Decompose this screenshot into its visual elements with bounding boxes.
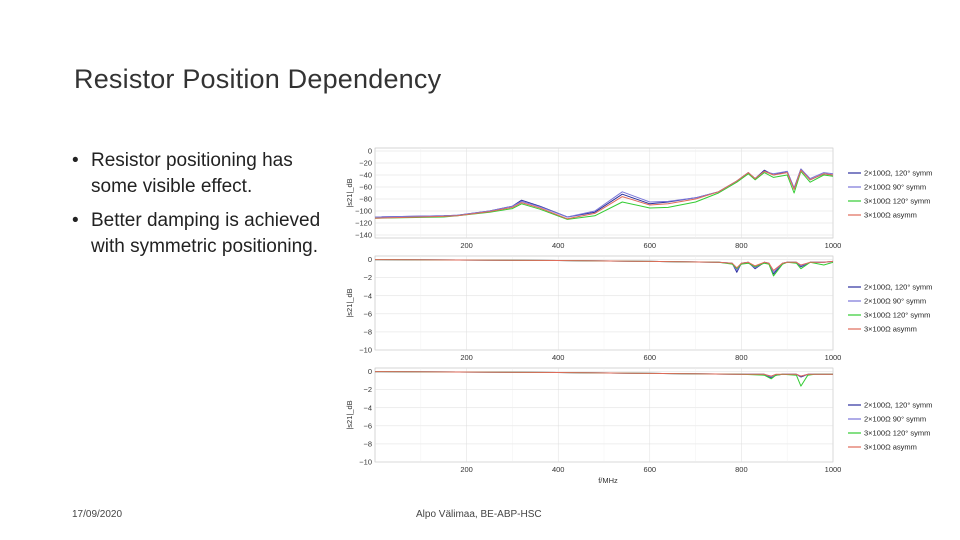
legend-label: 3×100Ω asymm [864, 325, 917, 334]
x-tick-label: 800 [735, 353, 748, 362]
x-tick-label: 600 [644, 465, 657, 474]
x-tick-label: 200 [460, 465, 473, 474]
y-tick-label: −60 [359, 183, 372, 192]
x-tick-label: 800 [735, 465, 748, 474]
x-tick-label: 600 [644, 241, 657, 250]
y-tick-label: −20 [359, 159, 372, 168]
y-axis-label: |s21|_dB [345, 400, 354, 429]
y-tick-label: −120 [355, 219, 372, 228]
legend-label: 3×100Ω asymm [864, 443, 917, 452]
x-tick-label: 1000 [825, 353, 842, 362]
footer-date: 17/09/2020 [72, 509, 123, 520]
y-tick-label: 0 [368, 367, 372, 376]
legend-label: 3×100Ω 120° symm [864, 197, 930, 206]
y-tick-label: 0 [368, 147, 372, 156]
y-tick-label: −2 [363, 385, 372, 394]
legend-label: 2×100Ω 90° symm [864, 415, 926, 424]
series-line [374, 170, 834, 220]
bullet-dot: • [72, 150, 79, 171]
y-tick-label: −140 [355, 231, 372, 240]
series-line [374, 259, 834, 271]
y-tick-label: −40 [359, 171, 372, 180]
x-tick-label: 1000 [825, 465, 842, 474]
series-line [374, 371, 833, 377]
y-tick-label: −100 [355, 207, 372, 216]
x-tick-label: 200 [460, 241, 473, 250]
x-tick-label: 400 [552, 465, 565, 474]
x-tick-label: 400 [552, 241, 565, 250]
bullet-item: • Better damping is achieved with symmet… [72, 208, 342, 260]
bullet-text: Resistor positioning has some visible ef… [91, 150, 293, 197]
slide-title: Resistor Position Dependency [74, 64, 442, 94]
y-tick-label: −8 [363, 439, 372, 448]
y-axis-label: |s21|_dB [345, 178, 354, 207]
x-tick-label: 1000 [825, 241, 842, 250]
legend-label: 3×100Ω asymm [864, 211, 917, 220]
legend-label: 2×100Ω, 120° symm [864, 283, 932, 292]
bullet-list: • Resistor positioning has some visible … [72, 148, 342, 268]
y-tick-label: −6 [363, 309, 372, 318]
bullet-item: • Resistor positioning has some visible … [72, 148, 342, 200]
y-tick-label: −10 [359, 458, 372, 467]
legend-label: 3×100Ω 120° symm [864, 429, 930, 438]
y-tick-label: −8 [363, 327, 372, 336]
y-tick-label: −2 [363, 273, 372, 282]
legend-label: 2×100Ω 90° symm [864, 297, 926, 306]
footer-author: Alpo Välimaa, BE-ABP-HSC [416, 509, 542, 520]
y-tick-label: −6 [363, 421, 372, 430]
y-tick-label: −80 [359, 195, 372, 204]
y-tick-label: −10 [359, 346, 372, 355]
y-tick-label: 0 [368, 255, 372, 264]
legend-label: 2×100Ω 90° symm [864, 183, 926, 192]
bullet-text: Better damping is achieved with symmetri… [91, 210, 321, 257]
series-line [374, 169, 834, 220]
x-tick-label: 200 [460, 353, 473, 362]
legend-label: 2×100Ω, 120° symm [864, 169, 932, 178]
x-tick-label: 800 [735, 241, 748, 250]
legend-label: 2×100Ω, 120° symm [864, 401, 932, 410]
y-axis-label: |s21|_dB [345, 288, 354, 317]
x-tick-label: 600 [644, 353, 657, 362]
legend-label: 3×100Ω 120° symm [864, 311, 930, 320]
x-tick-label: 400 [552, 353, 565, 362]
y-tick-label: −4 [363, 291, 372, 300]
x-axis-label: f/MHz [598, 476, 618, 485]
y-tick-label: −4 [363, 403, 372, 412]
bullet-dot: • [72, 210, 79, 231]
